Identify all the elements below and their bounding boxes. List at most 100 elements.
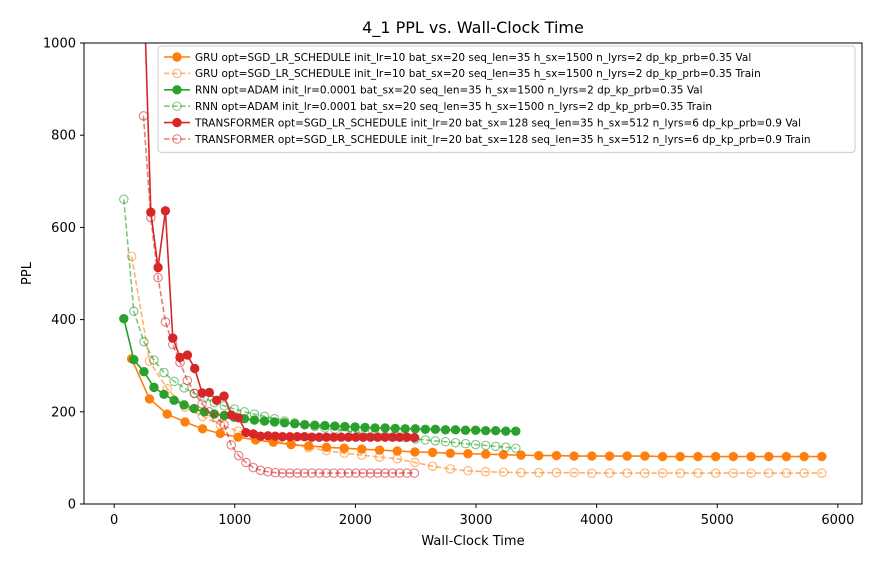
data-point [450,425,461,435]
series-line [142,115,415,474]
x-tick-label: 2000 [339,513,372,528]
data-point [445,464,456,474]
data-point [189,388,200,399]
data-point [460,425,471,435]
data-point [159,367,169,378]
data-point [233,450,244,461]
data-point [430,436,441,446]
data-point [160,206,171,216]
data-point [746,451,756,462]
x-tick-label: 4000 [580,513,613,528]
data-point [728,451,738,462]
data-point [241,457,251,468]
data-point [470,425,481,435]
series-line [123,199,516,450]
data-point [144,356,155,366]
x-tick-label: 6000 [821,513,854,528]
data-point [129,355,139,365]
data-point [289,418,300,428]
data-point [410,447,420,457]
legend-entry: GRU opt=SGD_LR_SCHEDULE init_lr=10 bat_s… [164,52,751,64]
data-point [420,435,431,445]
y-tick-label: 800 [51,129,76,144]
data-point [339,448,349,459]
plot-frame [83,42,863,505]
series-4 [119,194,521,453]
data-point [551,450,562,461]
x-tick-label: 0 [110,513,118,528]
legend-box [157,45,856,153]
data-point [343,468,354,478]
data-point [330,421,340,431]
data-point [263,466,273,477]
legend-entry: RNN opt=ADAM init_lr=0.0001 bat_sx=20 se… [164,101,712,113]
data-point [817,468,827,478]
data-point [440,425,451,435]
data-point [146,212,156,223]
data-point [204,407,215,417]
data-point [640,468,650,478]
data-point [357,450,367,460]
data-point [374,452,385,462]
data-point [501,426,511,436]
y-axis-label: PPL [20,261,35,285]
data-point [189,403,199,414]
data-point [168,339,178,350]
data-point [144,394,155,404]
data-point [358,468,368,478]
legend-swatch-marker [172,134,182,144]
data-point [463,449,473,459]
data-point [314,468,324,478]
data-point [657,451,668,462]
data-point [211,395,222,405]
data-point [490,441,501,452]
data-point [817,451,827,462]
data-point [440,437,451,447]
data-point [640,451,650,461]
data-point [569,467,579,478]
legend-swatch-marker [172,52,182,62]
data-point [516,450,526,460]
data-point [380,468,390,478]
data-point [410,424,421,434]
data-point [126,251,137,262]
data-point [119,194,129,205]
data-point [587,451,597,461]
data-point [182,375,193,386]
data-point [498,467,509,477]
data-point [710,451,721,462]
data-point [390,423,400,434]
y-tick-label: 400 [51,313,76,328]
data-point [470,439,481,450]
data-point [226,440,237,450]
data-point [321,445,332,456]
data-point [675,468,685,478]
legend: GRU opt=SGD_LR_SCHEDULE init_lr=10 bat_s… [157,45,856,153]
data-point [269,413,280,424]
data-point [153,272,163,283]
data-point [622,468,632,478]
x-tick-label: 3000 [459,513,492,528]
data-point [799,468,809,478]
data-point [657,468,668,478]
data-point [139,366,149,377]
data-point [299,468,310,478]
y-tick-label: 600 [51,221,76,236]
data-point [239,407,250,417]
data-point [211,413,222,423]
series-line [130,358,822,458]
data-point [160,317,171,327]
data-point [169,395,179,405]
legend-entry: GRU opt=SGD_LR_SCHEDULE init_lr=10 bat_s… [164,68,761,80]
data-point [339,443,349,453]
data-point [799,451,809,462]
data-point [321,468,332,478]
legend-swatch-marker [172,85,182,95]
legend-swatch-marker [172,117,182,128]
data-point [350,422,360,432]
data-point [129,306,139,317]
data-point [365,468,376,478]
data-point [307,468,317,478]
data-point [197,424,208,434]
